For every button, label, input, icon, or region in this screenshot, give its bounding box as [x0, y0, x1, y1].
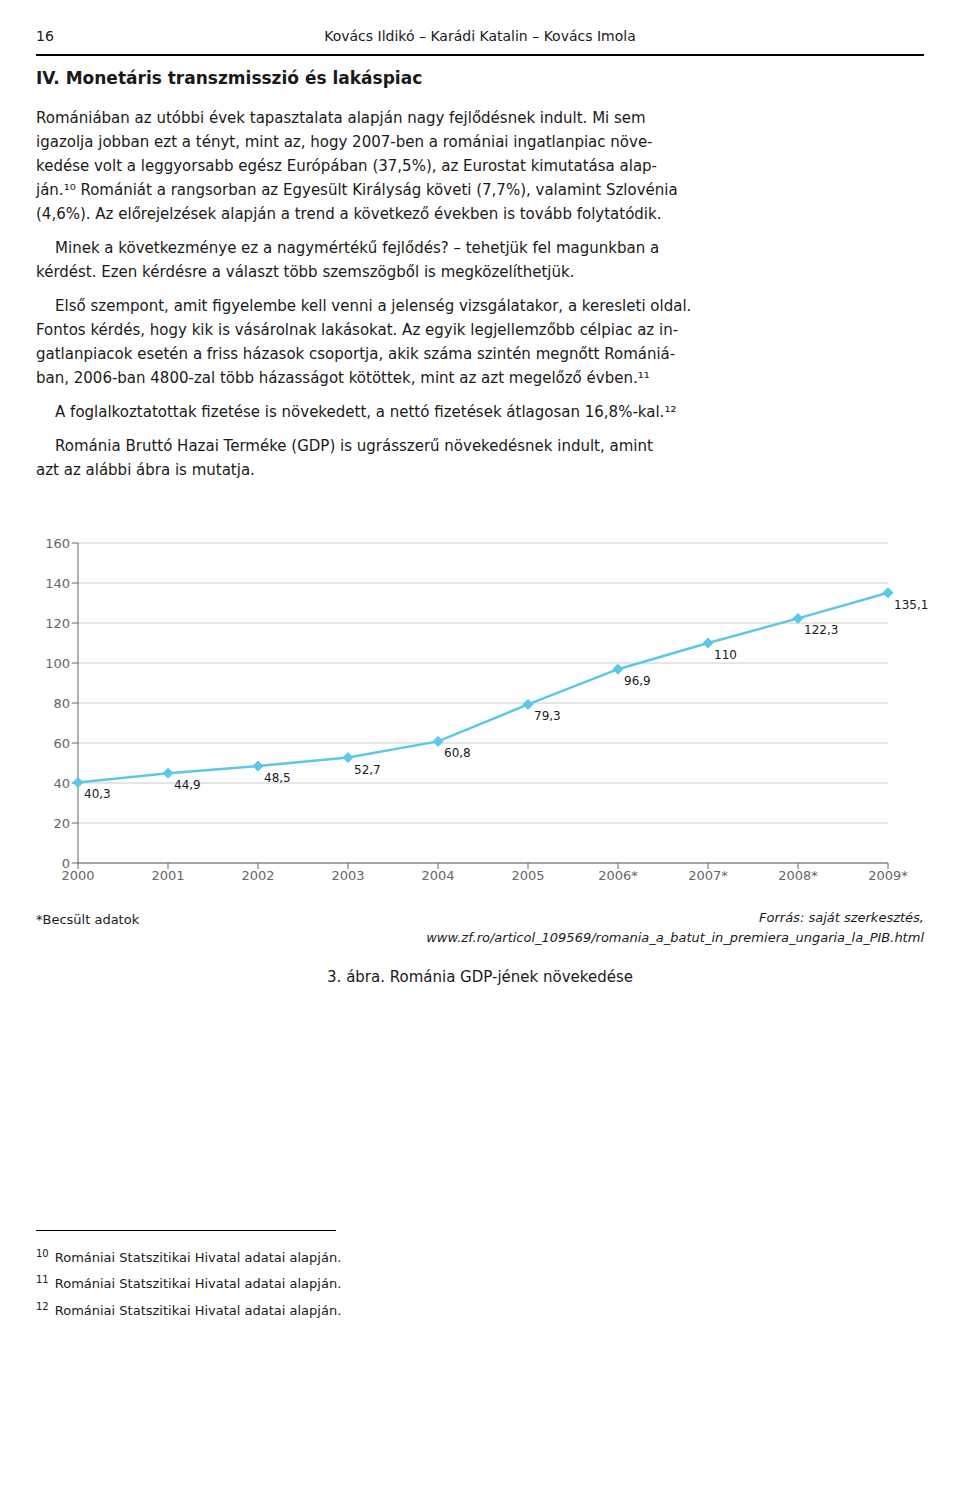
svg-text:135,1: 135,1 — [894, 598, 928, 612]
svg-text:0: 0 — [62, 856, 70, 871]
html-text:12 Romániai Statszitikai Hivat: 12 Romániai Statszitikai Hivatal adatai … — [36, 1300, 342, 1318]
html-text:A foglalkoztatottak fizetése i: A foglalkoztatottak fizetése is növekede… — [36, 403, 677, 421]
svg-text:2006*: 2006* — [598, 868, 638, 883]
svg-text:2009*: 2009* — [868, 868, 908, 883]
svg-text:2000: 2000 — [61, 868, 95, 884]
svg-text:40,3: 40,3 — [84, 787, 111, 801]
svg-text:20: 20 — [53, 816, 70, 831]
html-text:3. ábra. Románia GDP-jének növ: 3. ábra. Románia GDP-jének növekedése — [327, 968, 633, 986]
svg-text:2003: 2003 — [331, 868, 364, 883]
html-text:10 Romániai Statszitikai Hivat: 10 Romániai Statszitikai Hivatal adatai … — [36, 1248, 342, 1266]
svg-text:122,3: 122,3 — [804, 623, 838, 637]
html-text:Romániában az utóbbi évek tapa: Romániában az utóbbi évek tapasztalata a… — [36, 109, 678, 223]
html-text:11 Romániai Statszitikai Hivat: 11 Romániai Statszitikai Hivatal adatai … — [36, 1274, 342, 1292]
svg-text:2002: 2002 — [241, 868, 274, 883]
svg-text:120: 120 — [45, 616, 70, 631]
svg-text:44,9: 44,9 — [174, 778, 201, 792]
svg-text:2004: 2004 — [421, 868, 454, 883]
html-text:Első szempont, amit figyelembe: Első szempont, amit figyelembe kell venn… — [36, 297, 692, 387]
svg-text:48,5: 48,5 — [264, 771, 291, 785]
svg-text:52,7: 52,7 — [354, 763, 381, 777]
svg-text:79,3: 79,3 — [534, 709, 561, 723]
svg-text:60,8: 60,8 — [444, 746, 471, 760]
html-text:16: 16 — [36, 28, 54, 44]
svg-text:96,9: 96,9 — [624, 674, 651, 688]
html-text:Forrás: saját szerkesztés,: Forrás: saját szerkesztés, — [759, 910, 924, 925]
svg-text:60: 60 — [53, 736, 70, 751]
svg-text:140: 140 — [45, 576, 70, 591]
html-text:Minek a következménye ez a nag: Minek a következménye ez a nagymértékű f… — [36, 239, 660, 281]
html-text:Kovács Ildikó – Karádi Katalin: Kovács Ildikó – Karádi Katalin – Kovács … — [324, 28, 636, 44]
svg-text:100: 100 — [45, 656, 70, 671]
svg-text:110: 110 — [714, 648, 737, 662]
svg-text:2005: 2005 — [511, 868, 544, 883]
svg-text:40: 40 — [53, 776, 70, 791]
svg-text:80: 80 — [53, 696, 70, 711]
html-text:*Becsült adatok: *Becsült adatok — [36, 912, 140, 927]
svg-text:2007*: 2007* — [688, 868, 728, 883]
html-text:IV. Monetáris transzmisszió és: IV. Monetáris transzmisszió és lakáspiac — [36, 68, 423, 88]
html-text:Románia Bruttó Hazai Terméke (: Románia Bruttó Hazai Terméke (GDP) is ug… — [36, 437, 653, 479]
svg-text:160: 160 — [45, 536, 70, 551]
html-text:www.zf.ro/articol_109569/roman: www.zf.ro/articol_109569/romania_a_batut… — [426, 930, 924, 945]
svg-text:2001: 2001 — [151, 868, 184, 883]
svg-text:2008*: 2008* — [778, 868, 818, 883]
